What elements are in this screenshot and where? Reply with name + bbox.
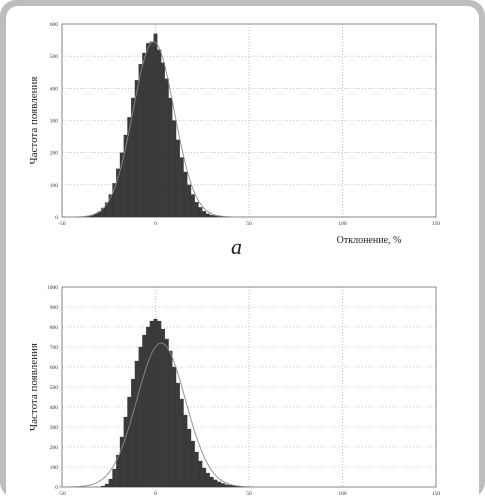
histogram-bar (146, 326, 150, 488)
y-tick-label: 0 (55, 485, 58, 491)
histogram-bar (190, 440, 195, 488)
histogram-bar (194, 451, 199, 488)
x-axis-label: Отклонение, % (337, 235, 402, 246)
histogram-bar (175, 139, 180, 218)
histogram-bar (209, 476, 214, 488)
x-tick-label: 50 (246, 221, 252, 227)
histogram-bar (224, 484, 229, 488)
fit-curve (67, 41, 240, 218)
caption-a: а (231, 234, 242, 259)
histogram-bar (161, 62, 165, 218)
x-tick-label: 100 (338, 491, 347, 497)
histogram-bar (161, 328, 165, 488)
fit-curve (59, 342, 263, 488)
histogram-bar (179, 398, 184, 488)
x-tick-label: 150 (432, 221, 441, 227)
histogram-bar (172, 366, 177, 488)
histogram-bar (108, 478, 113, 488)
histogram-bar (157, 320, 162, 488)
histogram-bar (202, 211, 207, 218)
y-tick-label: 600 (50, 365, 59, 371)
y-axis-label: Частота появления (28, 77, 40, 165)
histogram-bar (168, 97, 173, 218)
y-tick-label: 0 (55, 215, 58, 221)
histogram-bar (209, 214, 214, 218)
histogram-bar (198, 460, 203, 488)
histogram-bar (164, 338, 169, 488)
histogram-bar (183, 414, 188, 488)
y-tick-label: 400 (50, 86, 59, 92)
y-tick-label: 300 (50, 425, 59, 431)
histogram-bar (172, 120, 177, 218)
histogram-bar (187, 184, 192, 218)
y-tick-label: 200 (50, 445, 59, 451)
histogram-bar (134, 360, 139, 488)
histogram-bar (101, 485, 106, 488)
histogram-bar (213, 215, 218, 218)
y-tick-label: 100 (50, 183, 59, 189)
histogram-bar (194, 202, 199, 218)
y-tick-label: 200 (50, 151, 59, 157)
histogram-bar (127, 117, 132, 218)
histogram-bar (138, 64, 143, 218)
y-tick-label: 700 (50, 345, 59, 351)
histogram-bar (142, 52, 147, 218)
histogram-bar (131, 378, 136, 488)
x-tick-label: 0 (154, 221, 157, 227)
histogram-bar (146, 43, 150, 218)
histogram-bar (134, 80, 139, 218)
histogram-bar (198, 207, 203, 218)
histogram-bar (104, 483, 109, 488)
histogram-bar (205, 472, 210, 488)
y-tick-label: 300 (50, 119, 59, 125)
y-tick-label: 500 (50, 385, 59, 391)
x-tick-label: -50 (58, 491, 66, 497)
histogram-bar (168, 350, 173, 488)
histogram-bar (190, 194, 195, 218)
histogram-bar (187, 428, 192, 488)
histogram-bar (138, 346, 143, 488)
histogram-bar (112, 468, 117, 488)
histogram-bar (217, 481, 222, 488)
y-tick-label: 800 (50, 325, 59, 331)
histogram-bar (142, 334, 147, 488)
x-tick-label: 0 (154, 491, 157, 497)
histogram-bar (205, 213, 210, 218)
histogram-bar (104, 202, 109, 218)
histogram-bar (179, 157, 184, 218)
y-tick-label: 500 (50, 54, 59, 60)
histogram-bar (153, 318, 158, 488)
y-tick-label: 100 (50, 465, 59, 471)
y-tick-label: 400 (50, 405, 59, 411)
histogram-bar (183, 171, 188, 218)
y-axis-label: Частота появления (28, 343, 40, 431)
histogram-bar (127, 396, 132, 488)
histogram-bar (213, 479, 218, 488)
histogram-bar (153, 33, 158, 218)
y-tick-label: 600 (50, 22, 59, 28)
y-tick-label: 900 (50, 305, 59, 311)
histogram-bar (228, 485, 233, 488)
histogram-bar (202, 467, 207, 488)
histogram-bar (220, 483, 225, 488)
histogram-bar (157, 49, 162, 218)
histogram-bar (149, 320, 154, 488)
x-tick-label: 100 (338, 221, 347, 227)
y-tick-label: 1000 (47, 285, 58, 291)
x-tick-label: 150 (432, 491, 441, 497)
histogram-bar (123, 416, 128, 488)
histogram-bar (175, 382, 180, 488)
histogram-bar (164, 78, 169, 218)
histogram-bar (149, 41, 154, 218)
x-tick-label: -50 (58, 221, 66, 227)
x-tick-label: 50 (246, 491, 252, 497)
